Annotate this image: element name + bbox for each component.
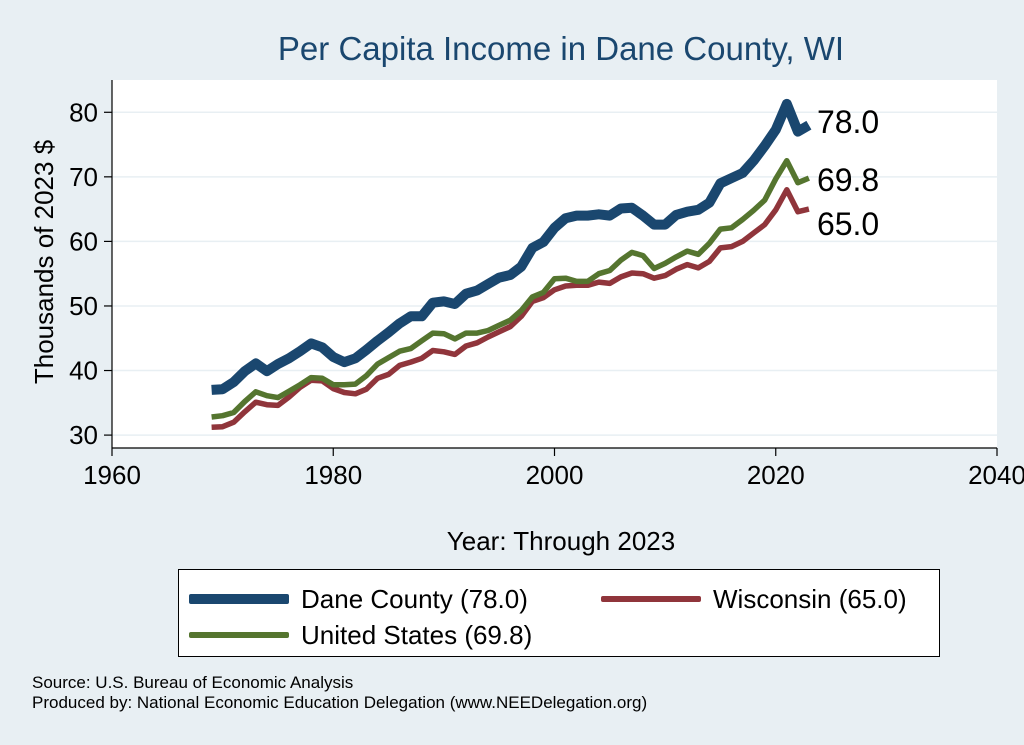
y-tick-label: 50	[69, 291, 98, 321]
end-label-wisconsin: 65.0	[817, 206, 879, 242]
x-tick-label: 2040	[968, 460, 1024, 490]
x-tick-label: 2000	[526, 460, 584, 490]
legend-swatch-dane	[189, 594, 289, 604]
source-text: Source: U.S. Bureau of Economic Analysis	[32, 673, 354, 692]
legend-item-wisconsin: Wisconsin (65.0)	[601, 584, 907, 614]
legend-label-dane: Dane County (78.0)	[301, 583, 528, 614]
y-axis-label: Thousands of 2023 $	[29, 139, 59, 384]
legend-label-us: United States (69.8)	[301, 619, 533, 650]
y-tick-label: 80	[69, 97, 98, 127]
x-tick-label: 1960	[83, 460, 141, 490]
end-label-dane: 78.0	[817, 104, 879, 140]
y-tick-label: 70	[69, 162, 98, 192]
produced-by-text: Produced by: National Economic Education…	[32, 693, 648, 712]
plot-area	[112, 80, 997, 448]
series-line-us	[211, 157, 810, 420]
x-axis-label: Year: Through 2023	[447, 526, 675, 556]
series-lines	[211, 98, 812, 431]
grid-lines	[112, 111, 997, 436]
legend-item-us: United States (69.8)	[189, 620, 532, 650]
y-tick-label: 60	[69, 226, 98, 256]
y-axis-ticks: 30 40 50 60 70 80	[69, 97, 112, 450]
x-tick-label: 1980	[304, 460, 362, 490]
series-line-dane	[211, 98, 812, 395]
y-tick-label: 40	[69, 356, 98, 386]
x-axis-ticks: 1960 1980 2000 2020 2040	[83, 448, 1024, 490]
source-notes: Source: U.S. Bureau of Economic Analysis…	[32, 673, 647, 713]
y-tick-label: 30	[69, 420, 98, 450]
legend-label-wisconsin: Wisconsin (65.0)	[713, 583, 907, 614]
x-tick-label: 2020	[747, 460, 805, 490]
legend: Dane County (78.0) Wisconsin (65.0) Unit…	[178, 569, 940, 657]
end-label-us: 69.8	[817, 162, 879, 198]
end-labels: 78.0 65.0 69.8	[817, 104, 879, 242]
legend-swatch-us	[189, 632, 289, 638]
legend-swatch-wisconsin	[601, 596, 701, 602]
chart-title: Per Capita Income in Dane County, WI	[278, 30, 844, 67]
legend-item-dane: Dane County (78.0)	[189, 584, 528, 614]
